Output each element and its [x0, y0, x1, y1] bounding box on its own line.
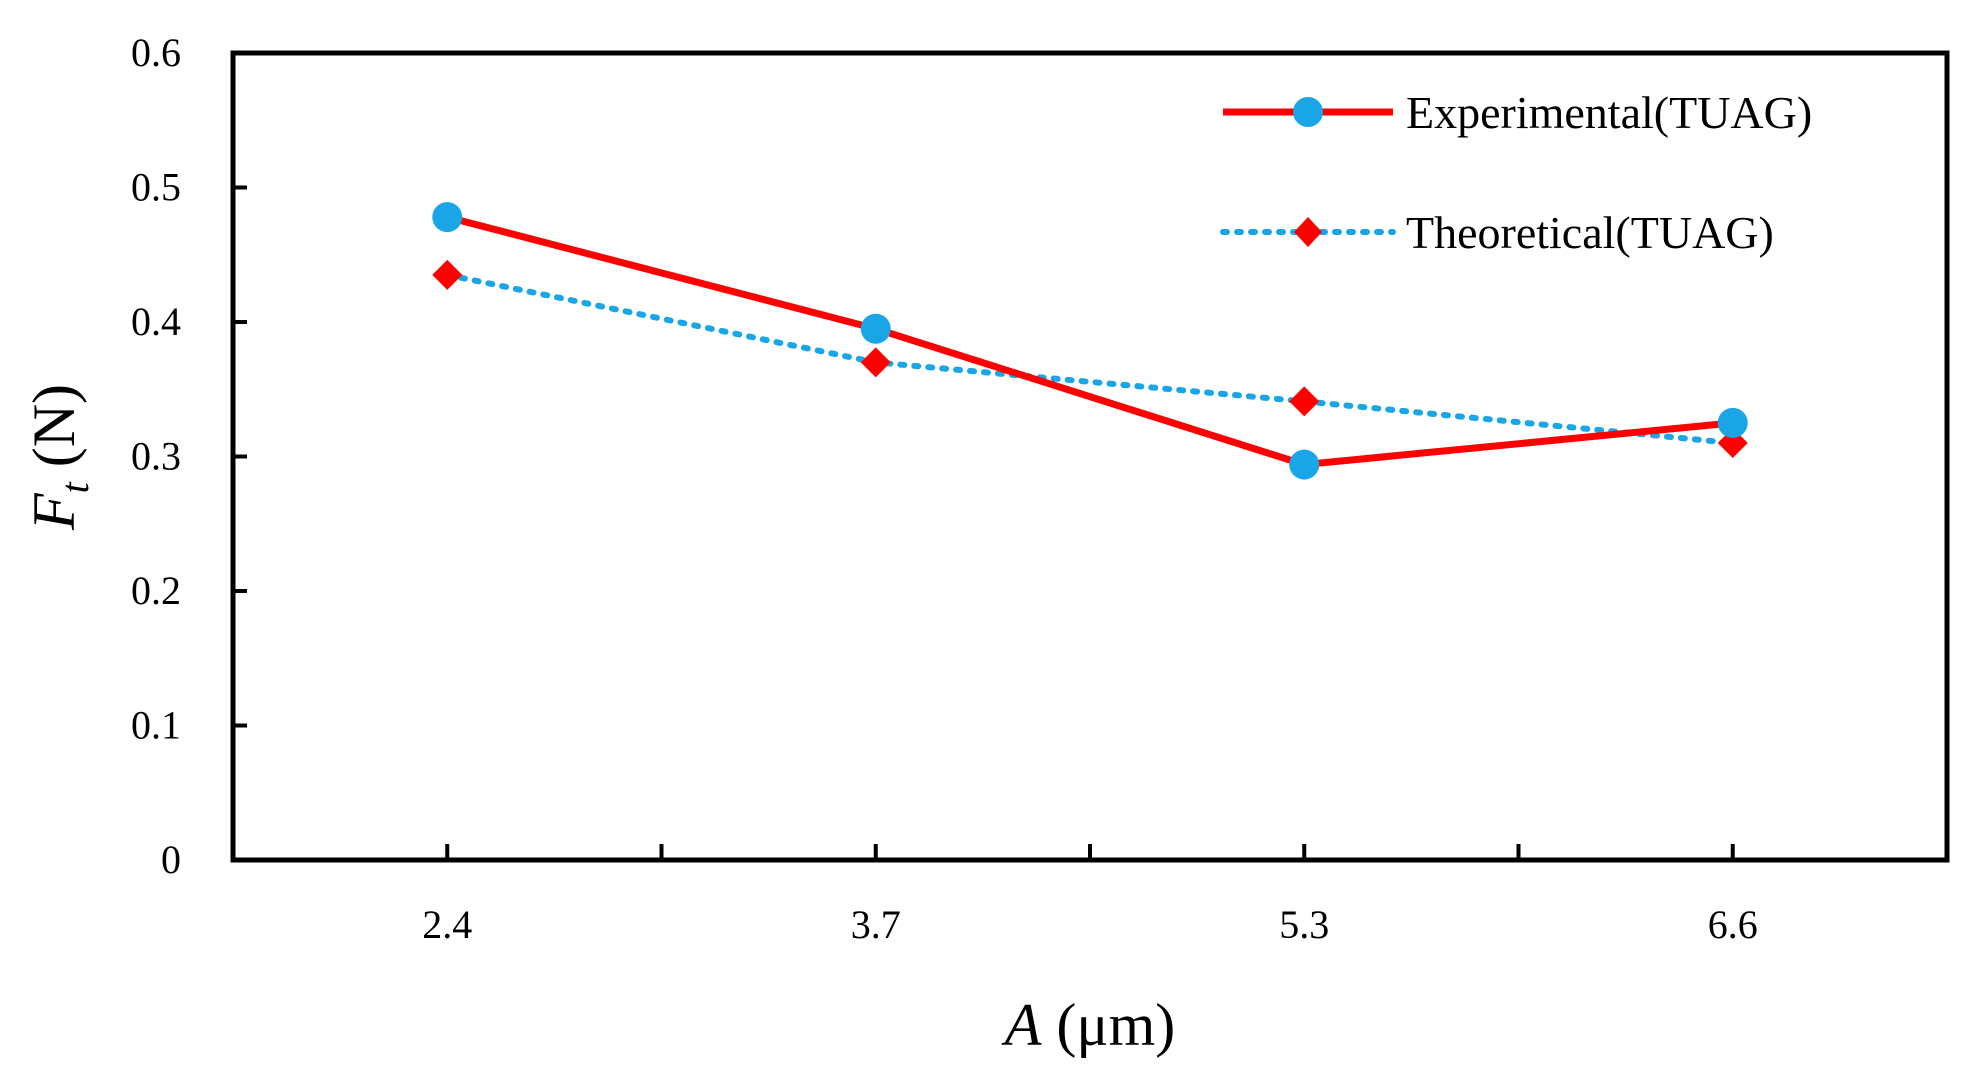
- y-tick-label: 0: [161, 837, 181, 882]
- x-axis-unit: (μm): [1056, 992, 1175, 1058]
- y-axis-subscript: t: [52, 481, 97, 493]
- y-tick-label: 0.2: [131, 568, 181, 613]
- data-point-theoretical: [432, 259, 463, 290]
- legend-experimental-label: Experimental(TUAG): [1406, 87, 1812, 138]
- series-line-experimental: [446, 213, 1734, 469]
- series-line-theoretical: [444, 271, 1736, 447]
- series-layer: [432, 202, 1748, 480]
- y-tick-label: 0.4: [131, 299, 181, 344]
- y-axis-symbol: F: [21, 492, 87, 531]
- x-tick-label: 5.3: [1279, 902, 1329, 947]
- y-tick-label: 0.5: [131, 165, 181, 210]
- data-point-experimental: [860, 313, 891, 344]
- y-ticks: 0 0.1 0.2 0.3 0.4 0.5 0.6: [131, 30, 247, 882]
- x-tick-label: 6.6: [1708, 902, 1758, 947]
- data-point-experimental: [1717, 407, 1748, 438]
- x-axis-symbol: A: [1001, 992, 1042, 1058]
- y-tick-label: 0.6: [131, 30, 181, 75]
- y-axis-unit: (N): [21, 384, 87, 467]
- y-tick-label: 0.1: [131, 703, 181, 748]
- plot-frame: [230, 50, 1950, 863]
- data-point-theoretical: [1289, 386, 1320, 417]
- x-minor-ticks: [445, 844, 1735, 860]
- y-axis-label: Ft (N): [21, 384, 97, 531]
- y-tick-label: 0.3: [131, 434, 181, 479]
- data-point-experimental: [432, 202, 463, 233]
- legend-experimental-marker: [1293, 97, 1323, 127]
- x-tick-labels: 2.4 3.7 5.3 6.6: [422, 902, 1758, 947]
- data-point-theoretical: [860, 347, 891, 378]
- data-point-experimental: [1289, 449, 1320, 480]
- legend-theoretical-marker: [1294, 217, 1322, 247]
- legend: Experimental(TUAG) Theoretical(TUAG): [1220, 87, 1812, 258]
- x-tick-label: 3.7: [851, 902, 901, 947]
- legend-theoretical-label: Theoretical(TUAG): [1406, 207, 1774, 258]
- x-axis-label: A (μm): [1001, 992, 1175, 1058]
- x-tick-label: 2.4: [422, 902, 472, 947]
